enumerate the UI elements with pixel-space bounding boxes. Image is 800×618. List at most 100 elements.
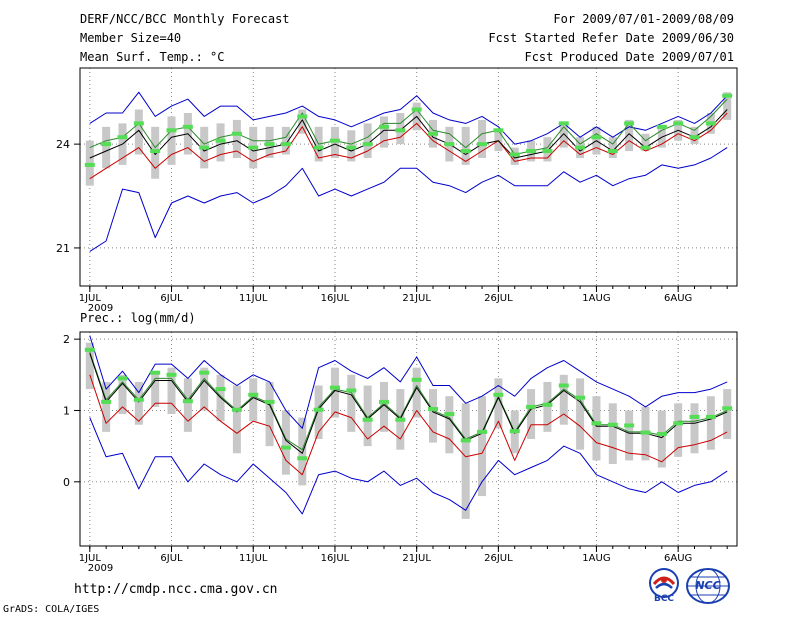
x-tick-label: 1JUL <box>79 553 102 564</box>
spread-bar <box>429 389 438 443</box>
forecast-marker <box>297 456 308 461</box>
forecast-marker <box>624 423 635 428</box>
spread-bar <box>641 133 650 152</box>
forecast-marker <box>640 430 651 435</box>
forecast-marker <box>493 128 504 133</box>
y-tick-label: 24 <box>56 138 70 151</box>
spread-bar <box>298 109 307 134</box>
forecast-marker <box>248 145 259 150</box>
x-tick-label: 26JUL <box>484 293 513 304</box>
forecast-marker <box>542 149 553 154</box>
forecast-period: For 2009/07/01-2009/08/09 <box>553 12 734 26</box>
series-line-mean <box>89 353 728 454</box>
spread-bar <box>167 116 176 165</box>
forecast-marker <box>346 145 357 150</box>
spread-bar <box>625 119 634 152</box>
forecast-marker <box>575 145 586 150</box>
forecast-marker <box>640 145 651 150</box>
series-line-min <box>89 147 728 252</box>
spread-bar <box>379 381 388 432</box>
spread-bar <box>347 374 356 432</box>
forecast-marker <box>673 121 684 126</box>
spread-bar <box>85 342 94 390</box>
forecast-marker <box>297 114 308 119</box>
spread-bar <box>461 403 470 519</box>
forecast-marker <box>133 121 144 126</box>
forecast-marker <box>607 149 618 154</box>
spread-bar <box>723 92 732 120</box>
spread-bar <box>134 109 143 155</box>
spread-bar <box>690 403 699 454</box>
spread-bar <box>706 396 715 450</box>
series-line-upper <box>89 351 728 451</box>
y-tick-label: 21 <box>56 242 70 255</box>
spread-bar <box>298 417 307 486</box>
forecast-marker <box>526 404 537 409</box>
forecast-marker <box>182 399 193 404</box>
source-url[interactable]: http://cmdp.ncc.cma.gov.cn <box>74 582 278 597</box>
forecast-marker <box>395 417 406 422</box>
ncc-logo: NCC <box>684 566 732 606</box>
spread-bar <box>232 119 241 158</box>
grads-credit: GrADS: COLA/IGES <box>3 604 100 615</box>
forecast-marker <box>509 429 520 434</box>
forecast-marker <box>84 162 95 167</box>
year-label: 2009 <box>88 563 113 574</box>
spread-bar <box>200 367 209 411</box>
plot-frame <box>79 331 738 547</box>
ncc-logo-text: NCC <box>695 579 721 592</box>
y-tick-label: 0 <box>63 476 70 489</box>
forecast-marker <box>166 128 177 133</box>
forecast-marker <box>624 121 635 126</box>
forecast-marker <box>231 131 242 136</box>
forecast-marker <box>248 392 259 397</box>
x-tick-label: 6JUL <box>160 553 183 564</box>
forecast-marker <box>215 387 226 392</box>
spread-bar <box>527 389 536 439</box>
forecast-marker <box>656 124 667 129</box>
temperature-panel: 1JUL 6JUL 11JUL 16JUL 21JUL 26JUL 1AUG 6AUG 2009… <box>56 67 738 314</box>
y-tick-label: 2 <box>63 333 70 346</box>
forecast-marker <box>542 402 553 407</box>
y-tick-label: 1 <box>63 404 70 417</box>
x-tick-label: 21JUL <box>402 553 431 564</box>
member-size-label: Member Size=40 <box>80 31 182 45</box>
forecast-marker <box>722 406 733 411</box>
x-tick-label: 1AUG <box>582 553 610 564</box>
spread-bar <box>265 381 274 447</box>
forecast-marker <box>280 445 291 450</box>
spread-bar <box>379 116 388 148</box>
spread-bar <box>363 123 372 158</box>
forecast-marker <box>313 407 324 412</box>
forecast-marker <box>150 149 161 154</box>
forecast-marker <box>329 385 340 390</box>
x-tick-label: 6AUG <box>664 293 692 304</box>
series-line-lower <box>89 374 728 476</box>
series-line-min <box>89 417 728 515</box>
spread-bar <box>134 381 143 425</box>
forecast-marker <box>313 145 324 150</box>
forecast-marker <box>199 145 210 150</box>
forecast-marker <box>411 377 422 382</box>
spread-bar <box>183 378 192 432</box>
forecast-marker <box>656 432 667 437</box>
forecast-marker <box>428 407 439 412</box>
forecast-marker <box>460 149 471 154</box>
spread-bar <box>330 367 339 418</box>
year-label: 2009 <box>88 303 113 314</box>
series-line-mean <box>89 109 728 159</box>
spread-bar <box>592 396 601 461</box>
spread-bar <box>674 403 683 457</box>
forecast-marker <box>689 414 700 419</box>
forecast-marker <box>264 142 275 147</box>
spread-bar <box>478 396 487 497</box>
forecast-marker <box>346 388 357 393</box>
forecast-marker <box>705 414 716 419</box>
forecast-marker <box>493 392 504 397</box>
plot-frame <box>79 67 738 287</box>
forecast-marker <box>705 121 716 126</box>
spread-bar <box>167 367 176 415</box>
forecast-marker <box>117 135 128 140</box>
forecast-marker <box>558 383 569 388</box>
